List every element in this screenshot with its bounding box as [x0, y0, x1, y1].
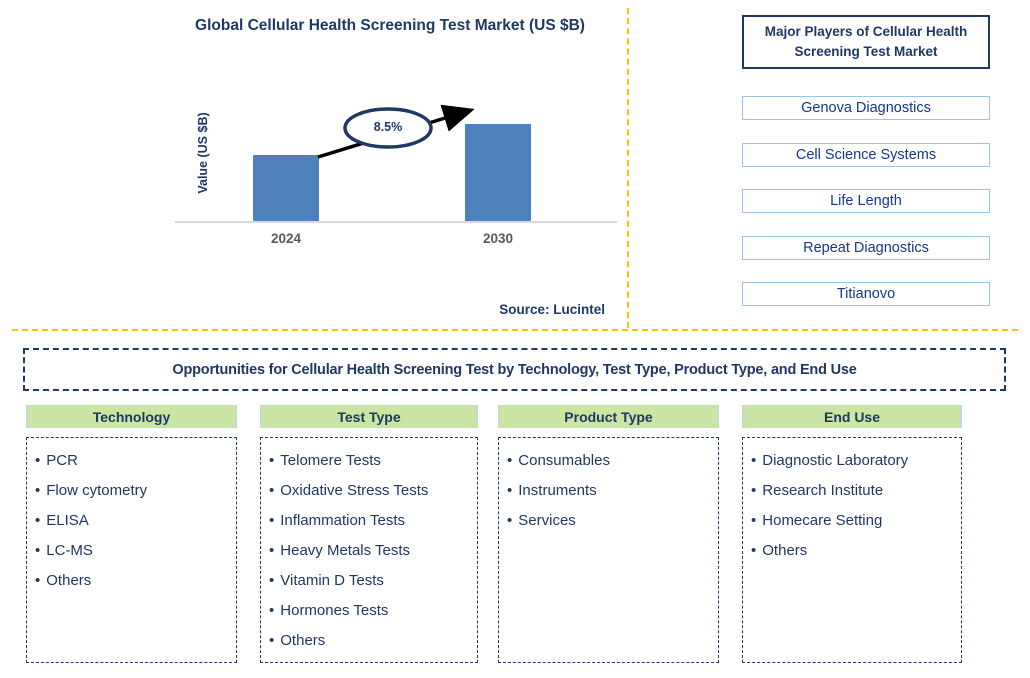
list-item: • Hormones Tests — [269, 602, 389, 619]
bullet-icon: • — [751, 542, 757, 559]
player-item: Genova Diagnostics — [742, 96, 990, 120]
bullet-icon: • — [35, 542, 41, 559]
list-item: • LC-MS — [35, 542, 93, 559]
list-item: • Homecare Setting — [751, 512, 883, 529]
growth-rate-label: 8.5% — [373, 120, 403, 134]
bullet-icon: • — [35, 572, 41, 589]
list-item: • ELISA — [35, 512, 89, 529]
bullet-icon: • — [269, 632, 275, 649]
x-tick-2024: 2024 — [270, 231, 302, 246]
bullet-icon: • — [269, 542, 275, 559]
bullet-icon: • — [35, 452, 41, 469]
list-item: • Research Institute — [751, 482, 884, 499]
source-label: Source: Lucintel — [499, 302, 605, 317]
bullet-icon: • — [269, 452, 275, 469]
bar-2024 — [253, 155, 319, 221]
bullet-icon: • — [751, 482, 757, 499]
bullet-icon: • — [269, 572, 275, 589]
column-header-test-type: Test Type — [260, 405, 478, 428]
column-list-end-use: • Diagnostic Laboratory • Research Institu… — [742, 437, 962, 663]
list-item: • PCR — [35, 452, 78, 469]
x-axis-line — [175, 221, 617, 223]
bullet-icon: • — [269, 512, 275, 529]
player-item: Titianovo — [742, 282, 990, 306]
bullet-icon: • — [751, 512, 757, 529]
chart-title: Global Cellular Health Screening Test Ma… — [195, 17, 585, 34]
list-item: • Instruments — [507, 482, 597, 499]
growth-arrow-annotation — [317, 104, 475, 159]
list-item: • Heavy Metals Tests — [269, 542, 411, 559]
x-tick-2030: 2030 — [482, 231, 514, 246]
players-panel-title: Major Players of Cellular Health Screeni… — [742, 15, 990, 69]
player-item: Cell Science Systems — [742, 143, 990, 167]
player-item: Repeat Diagnostics — [742, 236, 990, 260]
list-item: • Flow cytometry — [35, 482, 148, 499]
bar-2030 — [465, 124, 531, 221]
bullet-icon: • — [35, 512, 41, 529]
list-item: • Diagnostic Laboratory — [751, 452, 909, 469]
column-list-test-type: • Telomere Tests • Oxidative Stress Tests … — [260, 437, 478, 663]
list-item: • Inflammation Tests — [269, 512, 406, 529]
opportunities-banner: Opportunities for Cellular Health Screen… — [23, 348, 1006, 391]
vertical-divider — [627, 8, 629, 328]
list-item: • Consumables — [507, 452, 610, 469]
column-header-end-use: End Use — [742, 405, 962, 428]
bullet-icon: • — [35, 482, 41, 499]
growth-ellipse — [343, 107, 433, 149]
bullet-icon: • — [507, 482, 513, 499]
list-item: • Vitamin D Tests — [269, 572, 384, 589]
bullet-icon: • — [507, 512, 513, 529]
column-header-technology: Technology — [26, 405, 237, 428]
list-item: • Others — [269, 632, 326, 649]
horizontal-divider — [12, 329, 1018, 331]
column-header-product-type: Product Type — [498, 405, 719, 428]
bullet-icon: • — [269, 602, 275, 619]
bullet-icon: • — [507, 452, 513, 469]
column-list-technology: • PCR • Flow cytometry • ELISA • LC-MS • Othe… — [26, 437, 237, 663]
bullet-icon: • — [751, 452, 757, 469]
list-item: • Others — [35, 572, 92, 589]
column-list-product-type: • Consumables • Instruments • Services — [498, 437, 719, 663]
bullet-icon: • — [269, 482, 275, 499]
list-item: • Oxidative Stress Tests — [269, 482, 429, 499]
list-item: • Telomere Tests — [269, 452, 381, 469]
list-item: • Services — [507, 512, 576, 529]
list-item: • Others — [751, 542, 808, 559]
player-item: Life Length — [742, 189, 990, 213]
